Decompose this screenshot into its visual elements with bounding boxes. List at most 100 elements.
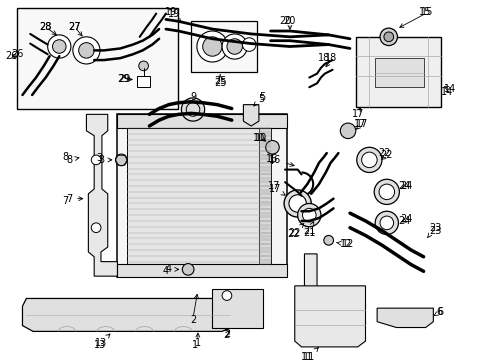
Bar bbox=[191, 21, 257, 72]
Circle shape bbox=[181, 98, 204, 121]
Bar bbox=[117, 114, 286, 128]
Text: 17: 17 bbox=[353, 119, 365, 129]
Circle shape bbox=[242, 38, 256, 51]
Text: 27: 27 bbox=[68, 22, 81, 32]
Polygon shape bbox=[243, 105, 258, 126]
Text: 16: 16 bbox=[269, 155, 293, 166]
Text: 17: 17 bbox=[356, 119, 368, 129]
Circle shape bbox=[302, 208, 315, 222]
Polygon shape bbox=[376, 308, 432, 328]
Text: 29: 29 bbox=[117, 75, 129, 85]
Text: 5: 5 bbox=[253, 94, 264, 106]
Text: 24: 24 bbox=[399, 181, 411, 191]
Bar bbox=[127, 124, 270, 267]
Text: 24: 24 bbox=[397, 216, 409, 226]
Bar bbox=[117, 264, 286, 277]
Circle shape bbox=[374, 211, 398, 234]
Polygon shape bbox=[304, 254, 316, 322]
Text: 10: 10 bbox=[252, 132, 264, 143]
Text: 22: 22 bbox=[287, 229, 300, 239]
Polygon shape bbox=[294, 286, 365, 347]
Text: 20: 20 bbox=[278, 16, 291, 26]
Circle shape bbox=[297, 203, 320, 227]
Circle shape bbox=[265, 140, 279, 154]
Text: 28: 28 bbox=[40, 22, 52, 32]
Text: 7: 7 bbox=[62, 195, 68, 206]
Circle shape bbox=[373, 179, 399, 204]
Text: 19: 19 bbox=[167, 9, 181, 23]
Text: 17: 17 bbox=[351, 109, 363, 120]
Circle shape bbox=[222, 34, 247, 59]
Text: 19: 19 bbox=[164, 6, 177, 17]
Circle shape bbox=[197, 31, 227, 62]
Text: 10: 10 bbox=[254, 132, 266, 143]
Text: 6: 6 bbox=[435, 307, 441, 317]
Circle shape bbox=[361, 152, 376, 168]
Circle shape bbox=[379, 28, 397, 46]
Circle shape bbox=[378, 184, 394, 199]
Circle shape bbox=[182, 264, 194, 275]
Bar bbox=[355, 37, 440, 107]
Text: 27: 27 bbox=[68, 22, 81, 32]
Text: 6: 6 bbox=[433, 307, 442, 317]
Text: 29: 29 bbox=[118, 75, 130, 85]
Text: 2: 2 bbox=[189, 315, 196, 325]
Text: 12: 12 bbox=[336, 239, 353, 249]
Text: 7: 7 bbox=[66, 194, 82, 204]
Circle shape bbox=[383, 32, 393, 42]
Bar bbox=[258, 124, 270, 267]
Text: 28: 28 bbox=[40, 22, 52, 32]
Text: 22: 22 bbox=[378, 148, 390, 158]
Bar bbox=[212, 289, 262, 328]
Text: 13: 13 bbox=[94, 340, 106, 350]
Text: 26: 26 bbox=[6, 51, 18, 61]
Bar bbox=[137, 76, 150, 87]
Circle shape bbox=[356, 147, 381, 172]
Circle shape bbox=[73, 37, 100, 64]
Circle shape bbox=[323, 235, 333, 245]
Text: 5: 5 bbox=[259, 92, 265, 102]
Circle shape bbox=[52, 40, 66, 53]
Circle shape bbox=[379, 216, 393, 230]
Text: 25: 25 bbox=[213, 78, 226, 88]
Text: 4: 4 bbox=[165, 264, 178, 274]
Text: 23: 23 bbox=[427, 223, 441, 238]
Text: 12: 12 bbox=[339, 239, 351, 249]
Text: 16: 16 bbox=[266, 154, 278, 164]
Circle shape bbox=[288, 195, 306, 212]
Text: 11: 11 bbox=[301, 352, 313, 360]
Text: 15: 15 bbox=[421, 6, 433, 17]
Text: 18: 18 bbox=[324, 53, 336, 63]
Text: 3: 3 bbox=[98, 155, 112, 165]
Text: 18: 18 bbox=[317, 53, 329, 63]
Polygon shape bbox=[22, 298, 233, 332]
Circle shape bbox=[47, 35, 71, 58]
Text: 14: 14 bbox=[443, 84, 455, 94]
Circle shape bbox=[91, 223, 101, 233]
Text: 15: 15 bbox=[419, 6, 431, 17]
Text: 22: 22 bbox=[380, 150, 392, 160]
Text: 26: 26 bbox=[11, 49, 23, 59]
Text: 1: 1 bbox=[194, 338, 201, 348]
Text: 13: 13 bbox=[95, 334, 110, 348]
Text: 23: 23 bbox=[428, 226, 441, 236]
Circle shape bbox=[226, 39, 242, 54]
Text: 1: 1 bbox=[191, 340, 198, 350]
Circle shape bbox=[79, 42, 94, 58]
Text: 11: 11 bbox=[303, 347, 318, 360]
Text: 24: 24 bbox=[399, 214, 411, 224]
Circle shape bbox=[222, 291, 231, 300]
Bar bbox=[374, 58, 423, 87]
Text: 21: 21 bbox=[303, 228, 315, 238]
Bar bbox=[117, 114, 286, 277]
Circle shape bbox=[115, 154, 127, 166]
Text: 2: 2 bbox=[224, 329, 229, 339]
Bar bbox=[17, 8, 178, 109]
Text: 24: 24 bbox=[397, 181, 409, 191]
Text: 4: 4 bbox=[163, 266, 168, 276]
Circle shape bbox=[284, 190, 310, 217]
Text: 8: 8 bbox=[62, 152, 68, 162]
Text: 3: 3 bbox=[96, 153, 102, 163]
Circle shape bbox=[91, 155, 101, 165]
Circle shape bbox=[139, 61, 148, 71]
